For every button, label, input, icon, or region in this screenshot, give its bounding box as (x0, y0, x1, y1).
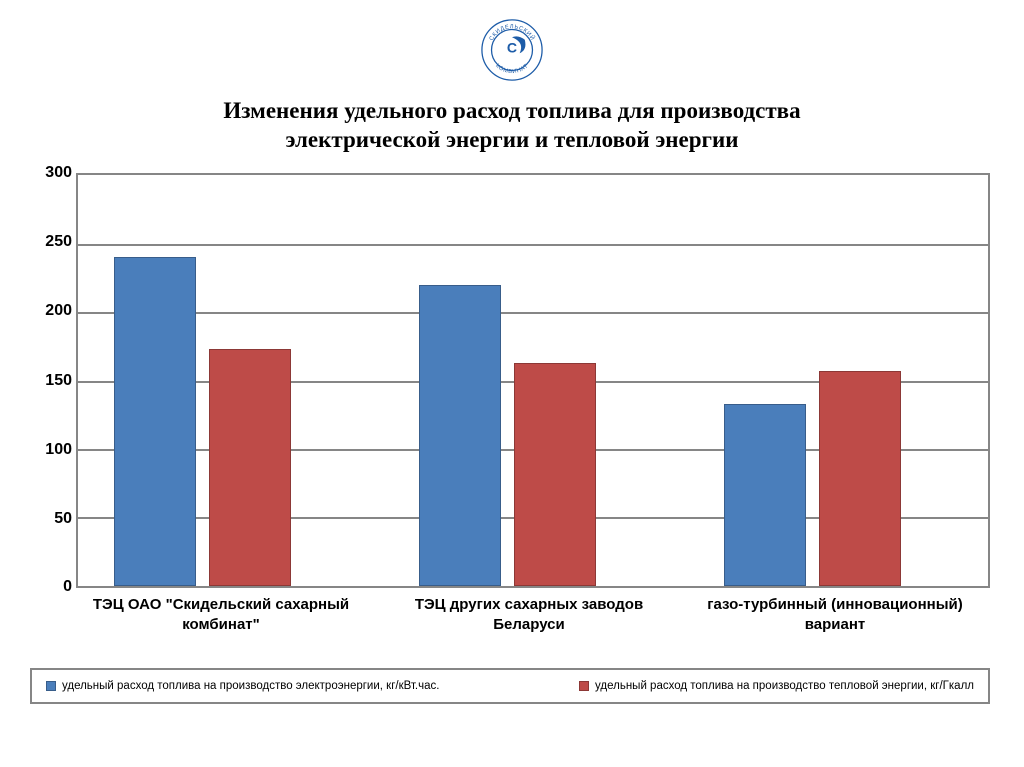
legend-item-1: удельный расход топлива на производство … (579, 680, 974, 692)
bar-series2-cat2 (819, 371, 901, 586)
chart-title: Изменения удельного расход топлива для п… (0, 97, 1024, 155)
logo: СКИДЕЛЬСКИЙ КОМБИНАТ С (0, 0, 1024, 87)
x-label-0: ТЭЦ ОАО "Скидельский сахарныйкомбинат" (76, 595, 366, 636)
company-logo-icon: СКИДЕЛЬСКИЙ КОМБИНАТ С (480, 18, 544, 82)
chart: 0 50 100 150 200 250 300 (30, 173, 990, 588)
gridline (78, 312, 988, 314)
title-line-2: электрической энергии и тепловой энергии (285, 127, 738, 152)
bar-series2-cat0 (209, 349, 291, 586)
y-tick: 200 (45, 302, 72, 320)
y-tick: 100 (45, 441, 72, 459)
bar-series2-cat1 (514, 363, 596, 586)
legend-label: удельный расход топлива на производство … (62, 680, 439, 692)
svg-text:КОМБИНАТ: КОМБИНАТ (494, 63, 530, 75)
bar-series1-cat2 (724, 404, 806, 586)
title-line-1: Изменения удельного расход топлива для п… (223, 98, 800, 123)
y-tick: 50 (54, 510, 72, 528)
bar-series1-cat1 (419, 285, 501, 586)
svg-text:С: С (507, 40, 517, 56)
legend-swatch-icon (579, 681, 589, 691)
y-tick: 250 (45, 233, 72, 251)
bar-series1-cat0 (114, 257, 196, 586)
legend-swatch-icon (46, 681, 56, 691)
x-label-2: газо-турбинный (инновационный)вариант (690, 595, 980, 636)
legend-label: удельный расход топлива на производство … (595, 680, 974, 692)
y-tick: 0 (63, 578, 72, 596)
legend: удельный расход топлива на производство … (30, 668, 990, 704)
x-label-1: ТЭЦ других сахарных заводовБеларуси (384, 595, 674, 636)
y-tick: 300 (45, 164, 72, 182)
legend-item-0: удельный расход топлива на производство … (46, 680, 439, 692)
x-axis-labels: ТЭЦ ОАО "Скидельский сахарныйкомбинат" Т… (76, 595, 994, 655)
plot-area (76, 173, 990, 588)
y-tick: 150 (45, 372, 72, 390)
y-axis: 0 50 100 150 200 250 300 (30, 173, 76, 588)
gridline (78, 244, 988, 246)
